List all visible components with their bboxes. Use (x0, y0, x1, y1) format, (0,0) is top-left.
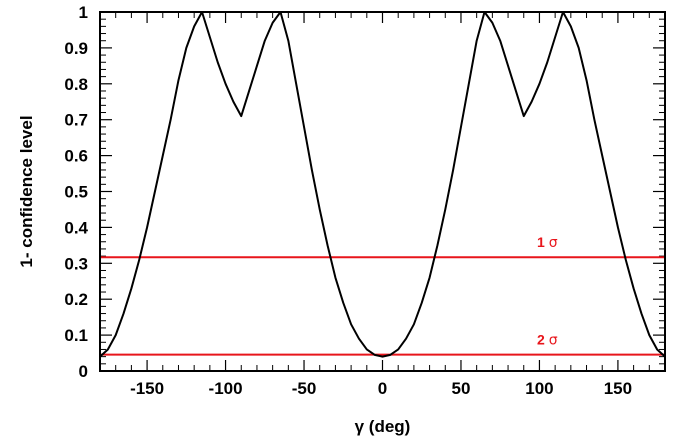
y-tick-label: 0.2 (64, 290, 88, 309)
sigma-line-label: 2 σ (537, 332, 558, 349)
sigma-symbol: σ (549, 235, 558, 251)
plot-frame (99, 11, 666, 372)
series-layer (99, 11, 666, 358)
y-tick-label: 1 (79, 3, 88, 22)
x-tick-label: 150 (604, 379, 632, 398)
y-tick-label: 0.6 (64, 147, 88, 166)
x-axis-title: γ (deg) (355, 417, 411, 436)
y-axis-title: 1- confidence level (17, 115, 36, 267)
x-tick-label: 0 (378, 379, 387, 398)
x-tick-label: -50 (292, 379, 317, 398)
x-tick-label: 50 (452, 379, 471, 398)
reference-lines-layer (100, 256, 665, 356)
sigma-line-label: 1 σ (537, 234, 558, 251)
x-tick-label: -150 (130, 379, 164, 398)
sigma-level-number: 2 (537, 332, 549, 348)
sigma-level-number: 1 (537, 234, 549, 250)
y-tick-label: 0.3 (64, 254, 88, 273)
confidence-curve (99, 11, 666, 358)
y-tick-label: 0.9 (64, 39, 88, 58)
y-tick-label: 0.8 (64, 75, 88, 94)
x-tick-label: 100 (525, 379, 553, 398)
y-tick-label: 0.5 (64, 183, 88, 202)
y-tick-label: 0 (79, 362, 88, 381)
ticks-layer (99, 11, 666, 372)
labels-layer: -150 -100 -50 0 50 100 150 0 0.1 0.2 0.3 0.4 0.5 0.6 0… (64, 3, 632, 398)
x-tick-label: -100 (209, 379, 243, 398)
sigma-symbol: σ (549, 333, 558, 349)
y-tick-label: 0.7 (64, 111, 88, 130)
y-tick-label: 0.1 (64, 326, 88, 345)
y-tick-label: 0.4 (64, 218, 88, 237)
